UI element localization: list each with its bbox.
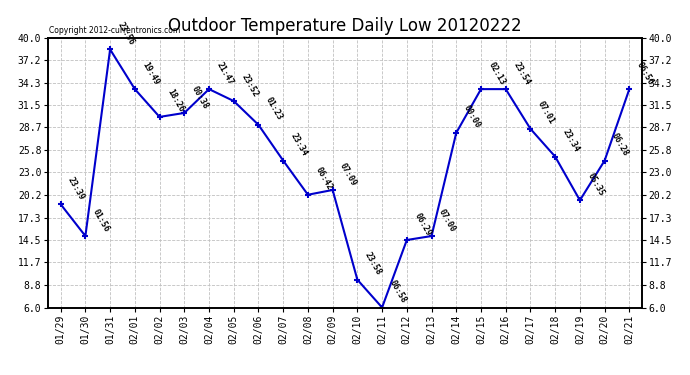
Text: 07:09: 07:09 — [338, 161, 359, 187]
Text: 00:38: 00:38 — [190, 84, 210, 110]
Text: 23:39: 23:39 — [66, 176, 86, 201]
Text: 06:29: 06:29 — [413, 211, 433, 237]
Text: 18:26: 18:26 — [165, 88, 186, 114]
Text: 07:01: 07:01 — [536, 100, 556, 126]
Text: 06:56: 06:56 — [635, 60, 656, 86]
Text: Copyright 2012-currentronics.com: Copyright 2012-currentronics.com — [49, 26, 180, 35]
Text: 01:23: 01:23 — [264, 96, 284, 122]
Text: 23:56: 23:56 — [116, 21, 136, 46]
Text: 01:56: 01:56 — [91, 207, 111, 233]
Text: 23:34: 23:34 — [288, 132, 309, 158]
Text: 23:52: 23:52 — [239, 72, 259, 98]
Text: 05:35: 05:35 — [585, 171, 606, 198]
Text: 19:49: 19:49 — [140, 60, 161, 86]
Text: 06:58: 06:58 — [388, 279, 408, 305]
Text: 06:42: 06:42 — [313, 166, 334, 192]
Text: 23:54: 23:54 — [511, 60, 531, 86]
Text: 07:00: 07:00 — [437, 207, 457, 233]
Text: 00:00: 00:00 — [462, 104, 482, 130]
Text: 23:58: 23:58 — [363, 251, 383, 277]
Title: Outdoor Temperature Daily Low 20120222: Outdoor Temperature Daily Low 20120222 — [168, 16, 522, 34]
Text: 06:28: 06:28 — [610, 132, 631, 158]
Text: 21:47: 21:47 — [215, 60, 235, 86]
Text: 02:13: 02:13 — [486, 60, 507, 86]
Text: 23:34: 23:34 — [561, 128, 581, 154]
